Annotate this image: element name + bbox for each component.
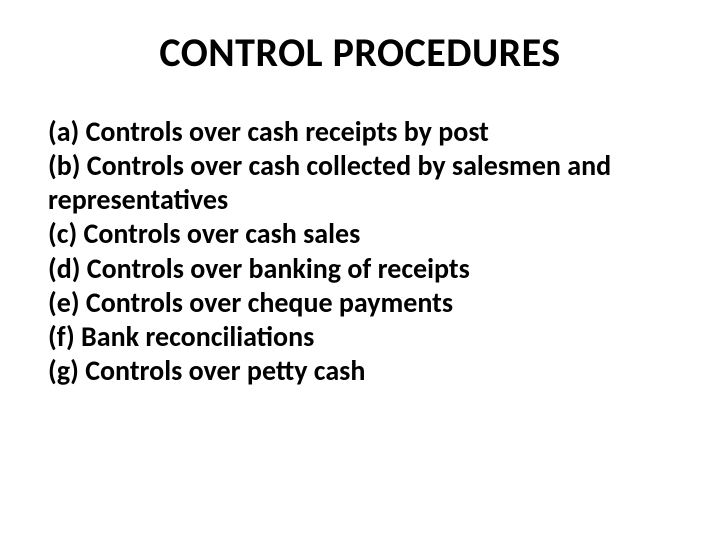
list-item: (c) Controls over cash sales: [48, 217, 672, 251]
list-item: (b) Controls over cash collected by sale…: [48, 149, 672, 217]
list-item: (a) Controls over cash receipts by post: [48, 115, 672, 149]
list-item: (f) Bank reconciliations: [48, 320, 672, 354]
list-item: (g) Controls over petty cash: [48, 354, 672, 388]
list-item: (e) Controls over cheque payments: [48, 286, 672, 320]
slide-title: CONTROL PROCEDURES: [48, 28, 672, 77]
slide-container: CONTROL PROCEDURES (a) Controls over cas…: [0, 0, 720, 540]
slide-body: (a) Controls over cash receipts by post …: [48, 115, 672, 388]
list-item: (d) Controls over banking of receipts: [48, 252, 672, 286]
